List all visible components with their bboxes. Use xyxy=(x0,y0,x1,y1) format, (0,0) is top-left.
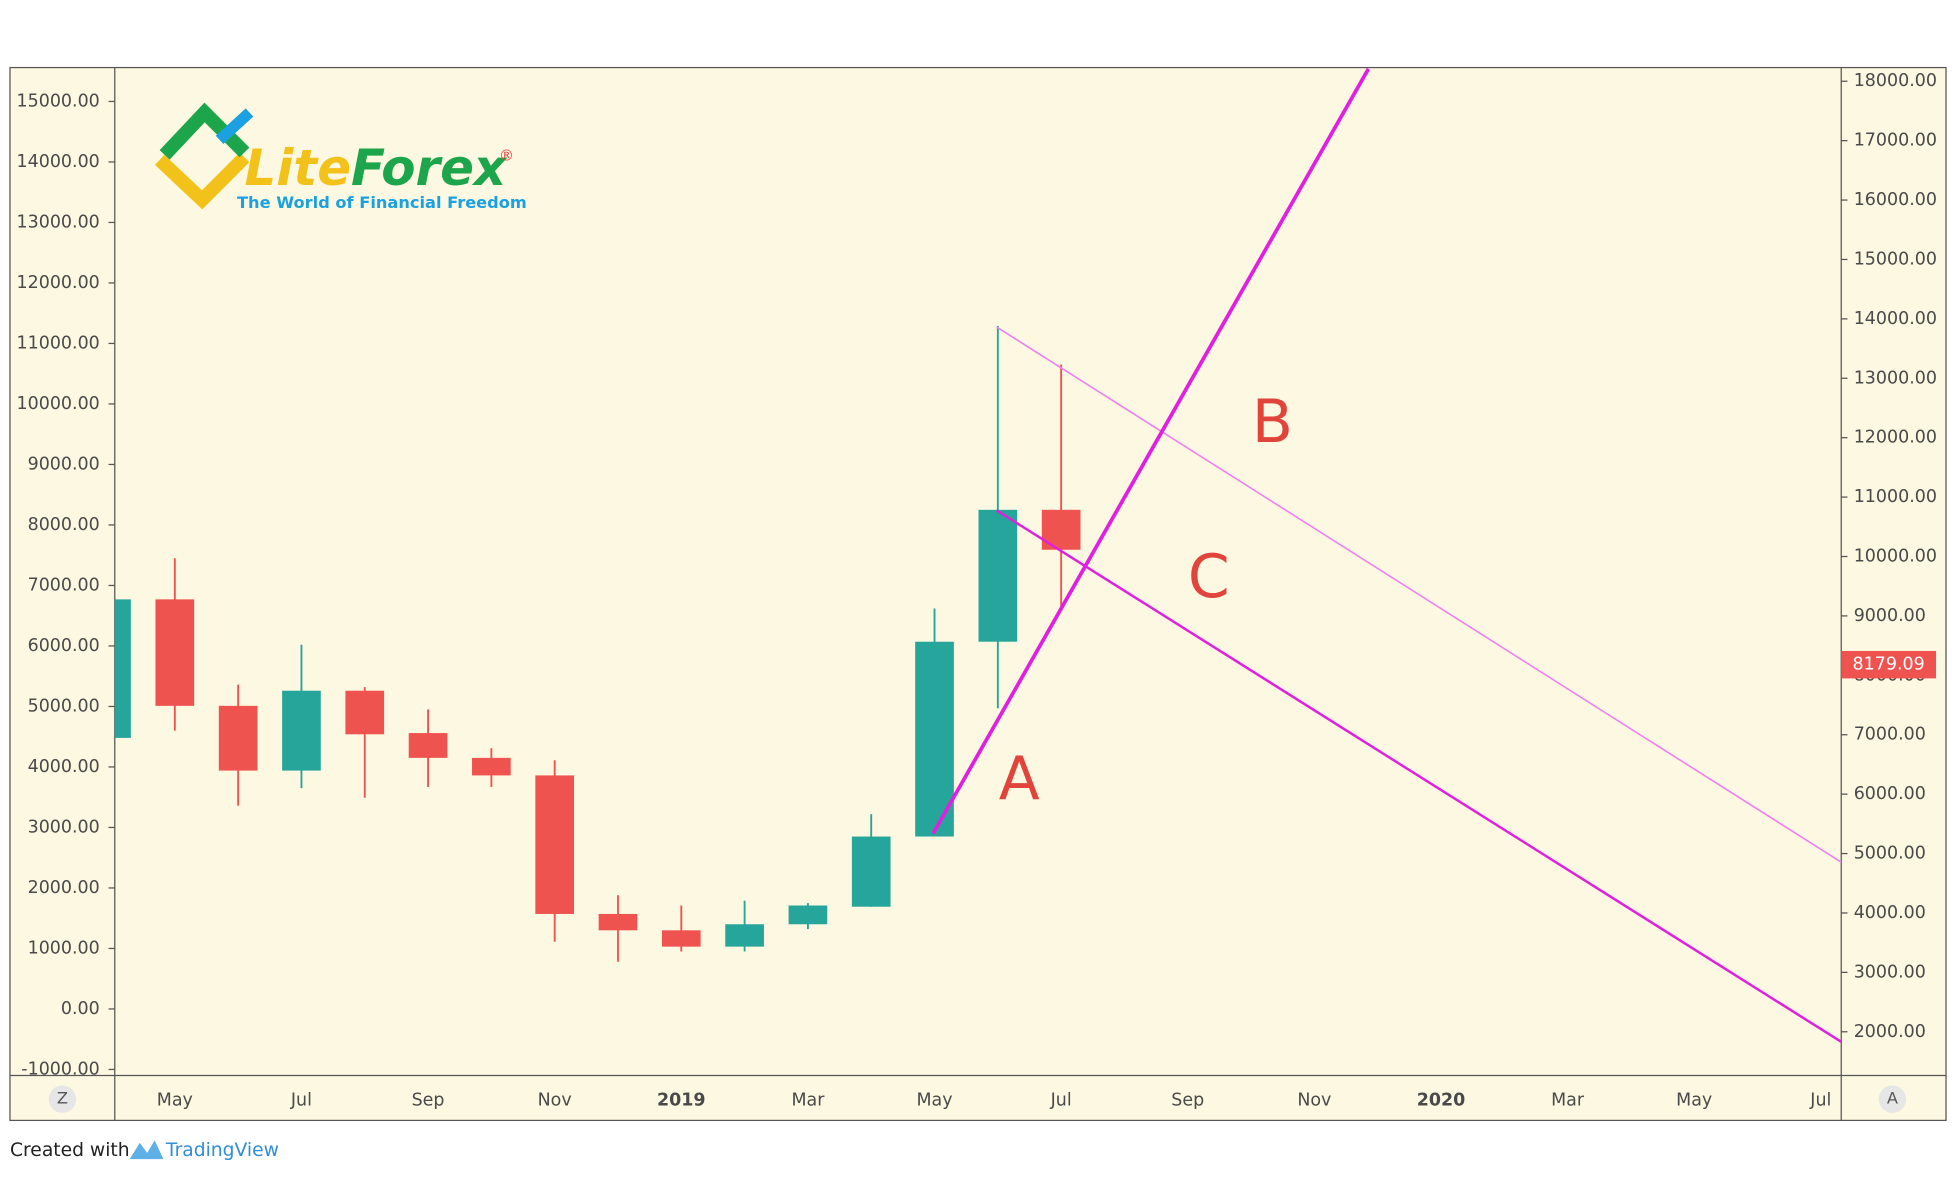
plot xyxy=(114,325,1081,962)
candle-body xyxy=(725,924,764,947)
y-tick-label: 8000.00 xyxy=(28,515,100,535)
x-tick-label: Nov xyxy=(538,1090,572,1110)
y2-tick-label: 17000.00 xyxy=(1854,131,1937,151)
y-tick-label: 11000.00 xyxy=(17,333,100,353)
candle-body xyxy=(535,775,575,914)
candle-body xyxy=(218,705,258,771)
logo-registered: ® xyxy=(499,147,514,165)
x-tick-label: Sep xyxy=(1171,1090,1204,1110)
x-tick-label: Jul xyxy=(290,1090,312,1110)
y-tick-label: 13000.00 xyxy=(17,212,100,232)
x-tick-label: May xyxy=(157,1090,193,1110)
trendline-c xyxy=(996,509,1842,1043)
candle-body xyxy=(915,641,954,837)
logo-mark xyxy=(159,102,250,160)
y-tick-label: 1000.00 xyxy=(28,938,100,958)
button-bg[interactable] xyxy=(48,1085,77,1113)
y2-tick-label: 9000.00 xyxy=(1854,606,1926,626)
button-bg[interactable] xyxy=(1878,1085,1907,1113)
y2-tick-label: 12000.00 xyxy=(1854,428,1937,448)
y-tick-label: 7000.00 xyxy=(28,575,100,595)
y2-tick-label: 7000.00 xyxy=(1854,725,1926,745)
x-tick-label: Nov xyxy=(1297,1090,1331,1110)
x-tick-label: 2019 xyxy=(657,1090,706,1110)
button[interactable]: A xyxy=(1887,1089,1898,1108)
footer-text: Created with xyxy=(10,1140,130,1161)
logo-text: LiteForex xyxy=(245,139,508,197)
y2-tick-label: 4000.00 xyxy=(1854,903,1926,923)
candle-body xyxy=(155,599,195,706)
candle-body xyxy=(978,509,1018,642)
trendline-b xyxy=(996,326,1842,863)
y-tick-label: 0.00 xyxy=(61,999,100,1019)
trendline-a xyxy=(931,67,1371,835)
logo: LiteForex ® The World of Financial Freed… xyxy=(154,102,527,212)
footer-link[interactable]: TradingView xyxy=(165,1140,279,1161)
candle-body xyxy=(661,930,701,947)
last-price-label: 8179.09 xyxy=(1853,655,1925,675)
logo-tagline: The World of Financial Freedom xyxy=(237,193,527,212)
button[interactable]: Z xyxy=(57,1089,68,1108)
y-tick-label: 14000.00 xyxy=(17,152,100,172)
y2-tick-label: 16000.00 xyxy=(1854,190,1937,210)
y2-tick-label: 15000.00 xyxy=(1854,249,1937,269)
y2-tick-label: 10000.00 xyxy=(1854,547,1937,567)
y2-tick-label: 2000.00 xyxy=(1854,1022,1926,1042)
annotation: B xyxy=(1252,387,1293,457)
candle-body xyxy=(788,905,828,925)
logo-text-1: Lite xyxy=(245,139,352,197)
candle-body xyxy=(472,757,511,776)
logo-mark xyxy=(154,152,250,210)
logo-text-2: Forex xyxy=(351,139,508,197)
x-tick-label: Jul xyxy=(1809,1090,1831,1110)
y-tick-label: 4000.00 xyxy=(28,757,100,777)
candle-body xyxy=(114,599,131,738)
tradingview-icon[interactable] xyxy=(129,1140,164,1160)
x-tick-label: May xyxy=(1676,1090,1712,1110)
y2-tick-label: 6000.00 xyxy=(1854,784,1926,804)
x-tick-label: May xyxy=(916,1090,952,1110)
y-tick-label: 10000.00 xyxy=(17,394,100,414)
y2-tick-label: 11000.00 xyxy=(1854,487,1937,507)
y-tick-label: 3000.00 xyxy=(28,817,100,837)
logo-mark xyxy=(215,108,254,145)
candle-body xyxy=(408,733,448,758)
x-tick-label: Mar xyxy=(791,1090,825,1110)
y-tick-label: -1000.00 xyxy=(21,1059,99,1079)
y-tick-label: 9000.00 xyxy=(28,454,100,474)
x-tick-label: Jul xyxy=(1050,1090,1072,1110)
candle-body xyxy=(598,913,638,931)
x-tick-label: Sep xyxy=(412,1090,445,1110)
x-tick-label: 2020 xyxy=(1417,1090,1466,1110)
candle-body xyxy=(345,690,385,735)
y-tick-label: 5000.00 xyxy=(28,696,100,716)
y-tick-label: 2000.00 xyxy=(28,878,100,898)
y2-tick-label: 14000.00 xyxy=(1854,309,1937,329)
annotation: C xyxy=(1188,542,1230,612)
last-price-box xyxy=(1841,650,1937,679)
candle-body xyxy=(282,690,321,771)
chart-frame xyxy=(9,66,1947,1122)
candle-body xyxy=(851,836,891,907)
y-tick-label: 12000.00 xyxy=(17,273,100,293)
y2-tick-label: 18000.00 xyxy=(1854,71,1937,91)
y2-tick-label: 5000.00 xyxy=(1854,844,1926,864)
y2-tick-label: 13000.00 xyxy=(1854,368,1937,388)
y-tick-label: 15000.00 xyxy=(17,91,100,111)
x-tick-label: Mar xyxy=(1551,1090,1585,1110)
y-tick-label: 6000.00 xyxy=(28,636,100,656)
y2-tick-label: 3000.00 xyxy=(1854,962,1926,982)
annotation: A xyxy=(999,744,1040,814)
